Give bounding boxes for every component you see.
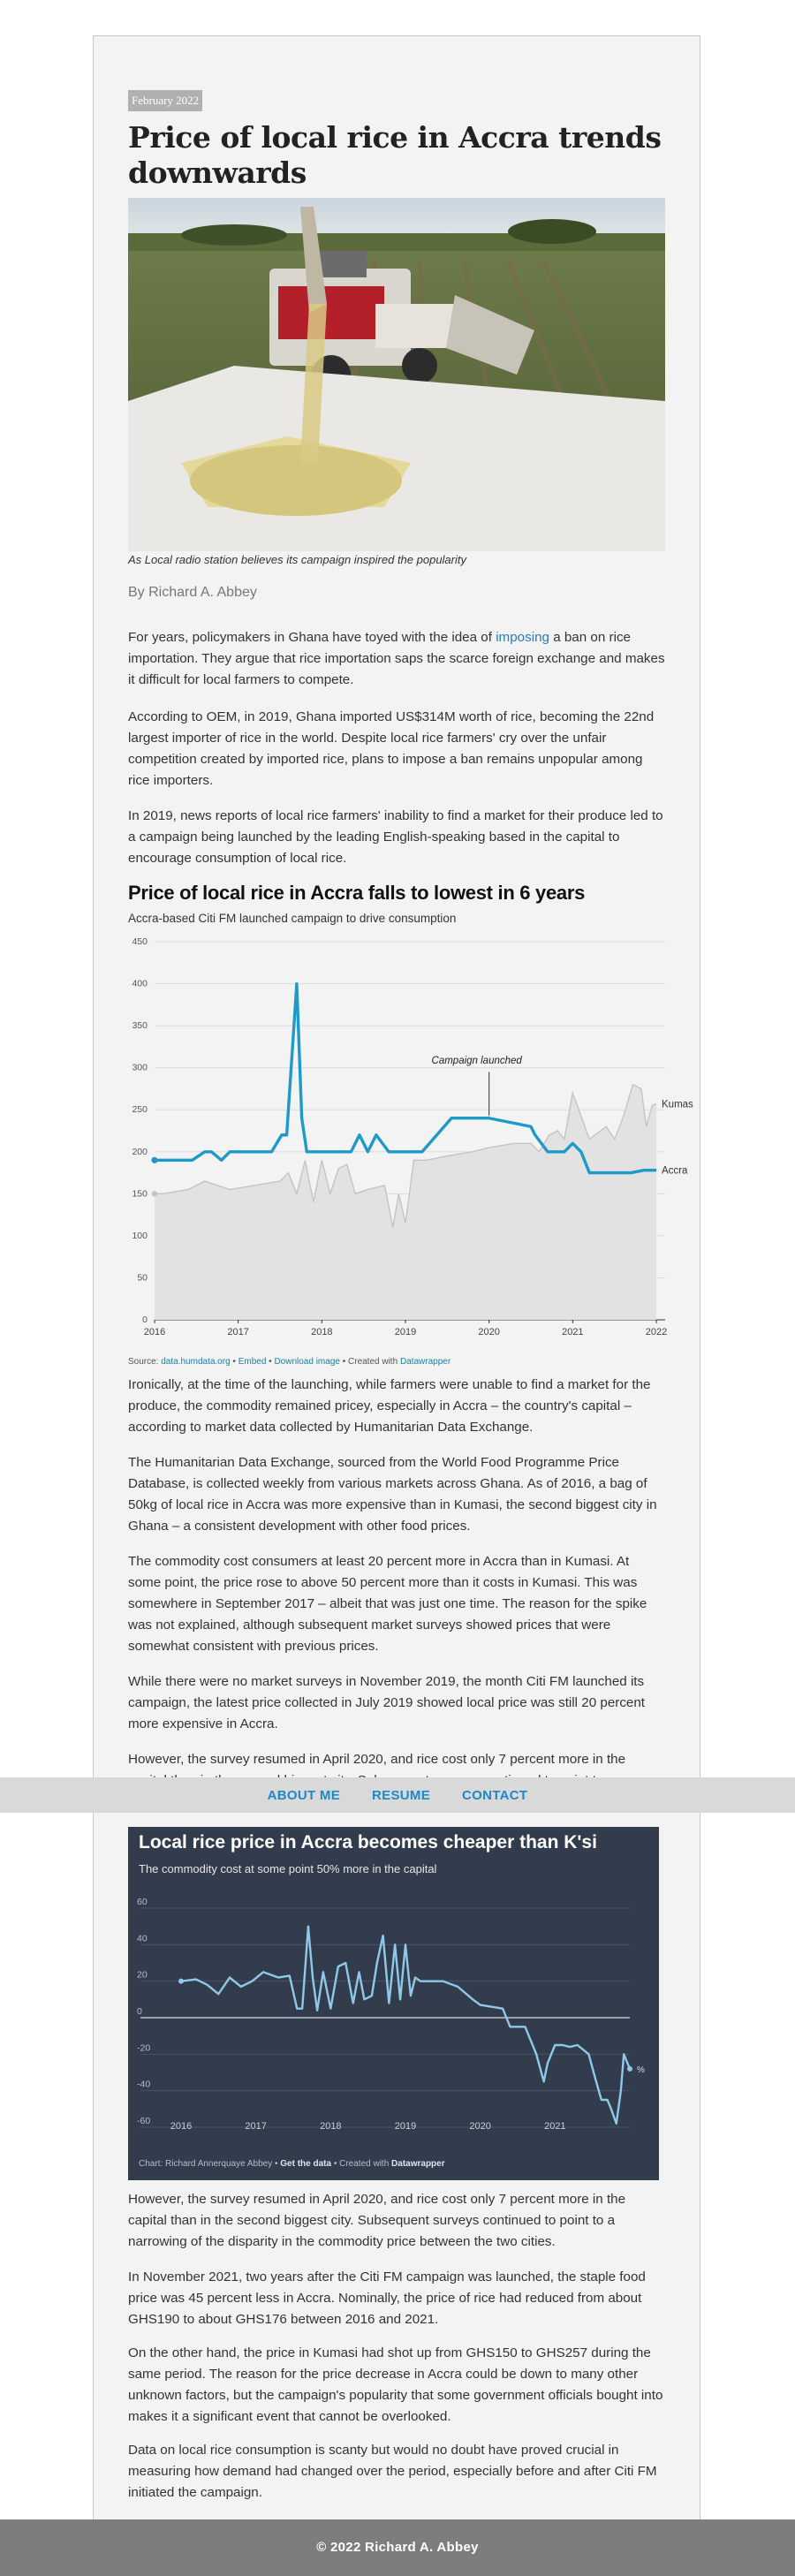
chart-accra-price: Price of local rice in Accra falls to lo…: [128, 882, 693, 1337]
chart1-x-tick: 2018: [311, 1327, 332, 1337]
paragraph-2: According to OEM, in 2019, Ghana importe…: [128, 709, 655, 788]
chart2-y-tick: -40: [137, 2080, 150, 2090]
chart1-y-tick: 300: [132, 1063, 148, 1073]
source-link[interactable]: data.humdata.org: [161, 1357, 231, 1367]
accra-start-point: [151, 1156, 158, 1163]
chart1-y-tick: 150: [132, 1188, 148, 1199]
chart1-subtitle: Accra-based Citi FM launched campaign to…: [128, 912, 457, 925]
sticky-navbar: ABOUT ME RESUME CONTACT: [0, 1777, 795, 1813]
datawrapper-link[interactable]: Datawrapper: [399, 1357, 451, 1367]
chart2-x-tick: 2021: [544, 2121, 565, 2132]
embed-link[interactable]: Embed: [238, 1357, 267, 1367]
site-footer: © 2022 Richard A. Abbey: [0, 2519, 795, 2576]
paragraph-12: Data on local rice consumption is scanty…: [128, 2443, 657, 2500]
paragraph-8-partial: However, the survey resumed in April 202…: [128, 1752, 626, 1779]
paragraph-7: While there were no market surveys in No…: [128, 1674, 646, 1731]
chart1-x-tick: 2021: [562, 1327, 583, 1337]
kumasi-area: [155, 1084, 656, 1320]
image-caption: As Local radio station believes its camp…: [128, 553, 466, 566]
chart2-datawrapper-link[interactable]: Datawrapper: [391, 2159, 445, 2169]
kumasi-start-point: [151, 1191, 158, 1197]
chart2-plot: 60 40 20 0 -20 -40 -60 2016 2017 2018 2019 2020 2021…: [137, 1897, 645, 2132]
nav-about-me[interactable]: ABOUT ME: [267, 1787, 341, 1803]
chart1-y-tick: 250: [132, 1104, 148, 1115]
accra-series-label: Accra: [662, 1166, 688, 1177]
hero-image: [128, 198, 665, 551]
chart1-plot: 0 50 100 150 200 250 300 350 400 450 2016 2017 2018 2…: [132, 936, 693, 1337]
chart2-title: Local rice price in Accra becomes cheape…: [139, 1832, 597, 1852]
nav-contact[interactable]: CONTACT: [462, 1787, 528, 1803]
chart2-footer: Chart: Richard Annerquaye Abbey • Get th…: [139, 2159, 445, 2169]
chart2-end-label: %: [637, 2065, 645, 2075]
chart1-footer: Source: data.humdata.org • Embed • Downl…: [128, 1357, 450, 1367]
chart2-y-tick: 40: [137, 1933, 148, 1943]
chart2-credit: Chart: Richard Annerquaye Abbey •: [139, 2159, 281, 2169]
kumasi-line: [155, 1083, 657, 1228]
chart2-x-tick: 2017: [245, 2121, 266, 2132]
download-image-link[interactable]: Download image: [274, 1357, 340, 1367]
paragraph-1-lead: For years, policymakers in Ghana have to…: [128, 630, 496, 645]
accra-line: [155, 981, 656, 1175]
paragraph-9: However, the survey resumed in April 202…: [128, 2192, 626, 2249]
imposing-link[interactable]: imposing: [496, 630, 549, 645]
chart2-x-tick: 2016: [170, 2121, 192, 2132]
paragraph-6: The commodity cost consumers at least 20…: [128, 1554, 647, 1654]
paragraph-11: On the other hand, the price in Kumasi h…: [128, 2345, 663, 2424]
chart1-y-tick: 0: [142, 1315, 148, 1325]
chart2-y-tick: 60: [137, 1897, 148, 1907]
chart1-y-tick: 50: [137, 1272, 148, 1283]
chart2-created: • Created with: [331, 2159, 392, 2169]
chart1-x-tick: 2022: [646, 1327, 667, 1337]
paragraph-1: For years, policymakers in Ghana have to…: [128, 627, 665, 691]
chart2-x-tick: 2018: [320, 2121, 341, 2132]
chart1-title: Price of local rice in Accra falls to lo…: [128, 882, 586, 904]
kumasi-series-label: Kumasi: [662, 1100, 693, 1110]
chart1-y-tick: 200: [132, 1147, 148, 1157]
chart2-y-tick: -60: [137, 2116, 150, 2126]
article-headline: Price of local rice in Accra trends down…: [128, 120, 662, 190]
chart1-x-tick: 2020: [478, 1327, 499, 1337]
paragraph-10: In November 2021, two years after the Ci…: [128, 2269, 646, 2327]
chart1-x-tick: 2016: [144, 1327, 165, 1337]
chart1-source-label: Source:: [128, 1357, 162, 1367]
chart2-y-tick: 20: [137, 1970, 148, 1981]
price-difference-start-point: [178, 1978, 184, 1984]
chart2-x-tick: 2020: [469, 2121, 490, 2132]
rice-harvest-photo: [128, 198, 665, 551]
paragraph-4: Ironically, at the time of the launching…: [128, 1377, 651, 1435]
paragraph-5: The Humanitarian Data Exchange, sourced …: [128, 1455, 657, 1534]
chart1-sep2: •: [266, 1357, 275, 1367]
chart1-x-tick: 2017: [227, 1327, 248, 1337]
chart1-y-tick: 400: [132, 979, 148, 989]
get-data-link[interactable]: Get the data: [280, 2159, 332, 2169]
chart1-y-tick: 100: [132, 1231, 148, 1241]
chart2-subtitle: The commodity cost at some point 50% mor…: [139, 1862, 437, 1875]
chart2-y-tick: 0: [137, 2006, 142, 2017]
chart2-y-tick: -20: [137, 2042, 150, 2053]
chart2-x-tick: 2019: [395, 2121, 416, 2132]
chart1-y-tick: 450: [132, 936, 148, 947]
paragraph-1-tail: a ban on rice importation. They argue th…: [128, 630, 665, 687]
chart-price-difference: Local rice price in Accra becomes cheape…: [128, 1827, 659, 2180]
date-badge: February 2022: [128, 90, 203, 111]
byline: By Richard A. Abbey: [128, 585, 257, 600]
chart1-created: • Created with: [339, 1357, 400, 1367]
price-difference-end-point: [627, 2065, 632, 2072]
chart1-sep1: •: [230, 1357, 238, 1367]
paragraph-3: In 2019, news reports of local rice farm…: [128, 808, 663, 866]
nav-resume[interactable]: RESUME: [372, 1787, 431, 1803]
price-difference-line: [180, 1925, 632, 2125]
chart1-x-tick: 2019: [395, 1327, 416, 1337]
campaign-annotation: Campaign launched: [432, 1056, 523, 1066]
chart1-y-tick: 350: [132, 1020, 148, 1031]
